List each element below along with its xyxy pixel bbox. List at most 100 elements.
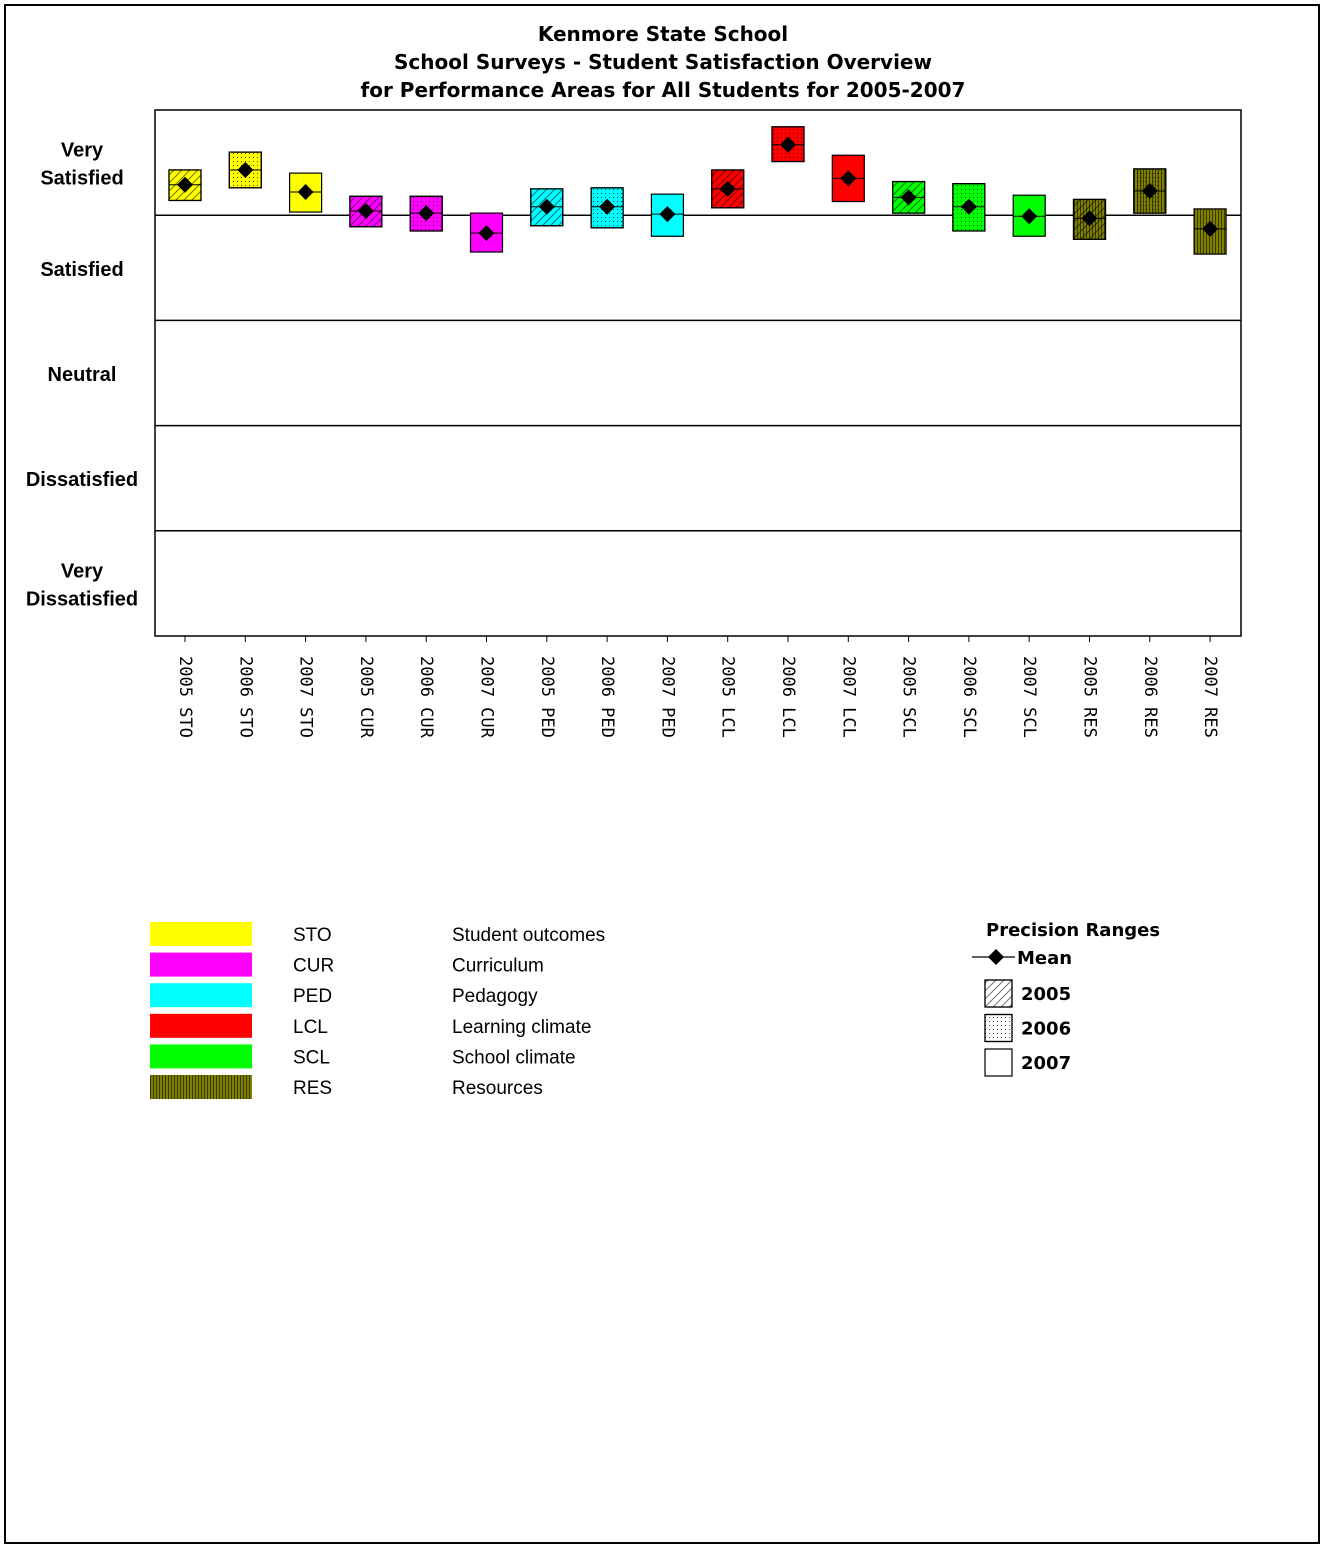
mean-legend-marker bbox=[988, 949, 1004, 965]
x-tick-label: 2005 STO bbox=[175, 656, 195, 738]
x-tick-label: 2006 STO bbox=[235, 656, 255, 738]
precision-box bbox=[228, 151, 262, 189]
mean-marker bbox=[297, 184, 314, 201]
year-swatch-pattern bbox=[984, 1013, 1013, 1043]
x-tick-label: 2006 PED bbox=[597, 656, 617, 738]
precision-legend: Precision Ranges Mean 2005 2006 2007 bbox=[972, 920, 1160, 1077]
x-tick-label: 2006 LCL bbox=[778, 656, 798, 738]
x-tick-label: 2007 SCL bbox=[1019, 656, 1039, 738]
legend-code: RES bbox=[293, 1078, 332, 1099]
mean-marker bbox=[659, 206, 676, 223]
mean-marker bbox=[599, 198, 616, 215]
precision-box bbox=[831, 154, 865, 203]
legend-swatch bbox=[150, 1075, 252, 1099]
y-tick-text: Dissatisfied bbox=[26, 588, 138, 610]
x-tick-label: 2005 CUR bbox=[356, 656, 376, 739]
x-tick-label: 2006 CUR bbox=[416, 656, 436, 739]
legend-code: SCL bbox=[293, 1047, 330, 1068]
y-tick-label: Neutral bbox=[48, 364, 117, 386]
legend-code: STO bbox=[293, 925, 332, 946]
legend-name: School climate bbox=[452, 1047, 576, 1068]
y-tick-label: Very Satisfied bbox=[40, 140, 123, 190]
mean-marker bbox=[1021, 208, 1038, 225]
legend-swatch bbox=[150, 983, 252, 1008]
mean-marker bbox=[357, 202, 374, 219]
precision-box bbox=[711, 169, 745, 209]
title-line-3: for Performance Areas for All Students f… bbox=[360, 78, 966, 102]
legend-name: Pedagogy bbox=[452, 986, 538, 1007]
precision-box bbox=[168, 169, 202, 202]
year-label: 2005 bbox=[1021, 984, 1071, 1005]
legend-item: STO Student outcomes bbox=[150, 922, 605, 946]
year-swatch-pattern bbox=[984, 979, 1013, 1008]
x-tick-label: 2005 SCL bbox=[899, 656, 919, 738]
mean-marker bbox=[780, 136, 796, 153]
y-tick-label: Satisfied bbox=[40, 259, 123, 281]
legend-item: LCL Learning climate bbox=[150, 1013, 591, 1038]
legend-item: CUR Curriculum bbox=[150, 952, 544, 977]
precision-title: Precision Ranges bbox=[986, 920, 1160, 941]
x-tick-label: 2005 RES bbox=[1080, 656, 1100, 738]
x-tick-label: 2006 SCL bbox=[959, 656, 979, 738]
mean-marker bbox=[177, 176, 193, 193]
mean-marker bbox=[418, 205, 435, 222]
mean-marker bbox=[1081, 210, 1098, 227]
y-tick-text: Neutral bbox=[48, 364, 117, 386]
mean-marker bbox=[719, 180, 736, 197]
precision-box bbox=[952, 183, 986, 232]
precision-box bbox=[771, 126, 805, 163]
precision-box bbox=[530, 188, 564, 227]
legend-swatch bbox=[150, 1013, 252, 1038]
x-tick-label: 2007 RES bbox=[1200, 656, 1220, 738]
mean-marker bbox=[960, 198, 977, 215]
y-tick-text: Satisfied bbox=[40, 259, 123, 281]
y-tick-label: Dissatisfied bbox=[26, 469, 138, 491]
precision-box bbox=[349, 195, 383, 228]
mean-marker bbox=[237, 161, 254, 178]
legend-swatch bbox=[150, 952, 252, 977]
legend-item: SCL School climate bbox=[150, 1044, 576, 1069]
x-tick-label: 2006 RES bbox=[1140, 656, 1160, 738]
legend-code: CUR bbox=[293, 956, 334, 977]
mean-marker bbox=[478, 225, 495, 242]
legend-item: RES Resources bbox=[150, 1075, 543, 1099]
legend-name: Student outcomes bbox=[452, 925, 605, 946]
x-tick-label: 2007 STO bbox=[296, 656, 316, 738]
year-swatch bbox=[984, 1048, 1013, 1077]
y-tick-label: Very Dissatisfied bbox=[26, 560, 138, 610]
mean-marker bbox=[538, 198, 555, 215]
mean-marker bbox=[840, 170, 857, 187]
legend-name: Learning climate bbox=[452, 1017, 591, 1038]
mean-marker bbox=[1202, 220, 1219, 237]
precision-box bbox=[650, 193, 685, 237]
x-tick-label: 2007 CUR bbox=[477, 656, 497, 739]
precision-box bbox=[590, 187, 624, 229]
x-tick-label: 2005 LCL bbox=[718, 656, 738, 738]
y-tick-text: Very bbox=[61, 560, 104, 582]
x-tick-label: 2007 LCL bbox=[838, 656, 858, 738]
x-tick-label: 2007 PED bbox=[657, 656, 677, 738]
y-tick-text: Very bbox=[61, 140, 104, 162]
precision-box bbox=[409, 195, 443, 232]
precision-box bbox=[1133, 168, 1167, 214]
year-label: 2007 bbox=[1021, 1053, 1071, 1074]
precision-box bbox=[469, 212, 504, 253]
legend-name: Resources bbox=[452, 1078, 543, 1099]
x-tick-label: 2005 PED bbox=[537, 656, 557, 738]
chart-title: Kenmore State School School Surveys - St… bbox=[0, 20, 1326, 104]
title-line-1: Kenmore State School bbox=[537, 22, 789, 46]
legend-code: PED bbox=[293, 986, 332, 1007]
legend-swatch bbox=[150, 922, 252, 946]
precision-box bbox=[289, 172, 323, 213]
year-label: 2006 bbox=[1021, 1019, 1071, 1040]
precision-box bbox=[1072, 198, 1107, 240]
mean-marker bbox=[900, 189, 917, 206]
legend-code: LCL bbox=[293, 1017, 328, 1038]
plot-area bbox=[154, 109, 1242, 637]
precision-box bbox=[891, 180, 926, 214]
legend-item: PED Pedagogy bbox=[150, 983, 538, 1008]
y-tick-text: Dissatisfied bbox=[26, 469, 138, 491]
y-tick-text: Satisfied bbox=[40, 168, 123, 190]
mean-marker bbox=[1141, 183, 1158, 200]
